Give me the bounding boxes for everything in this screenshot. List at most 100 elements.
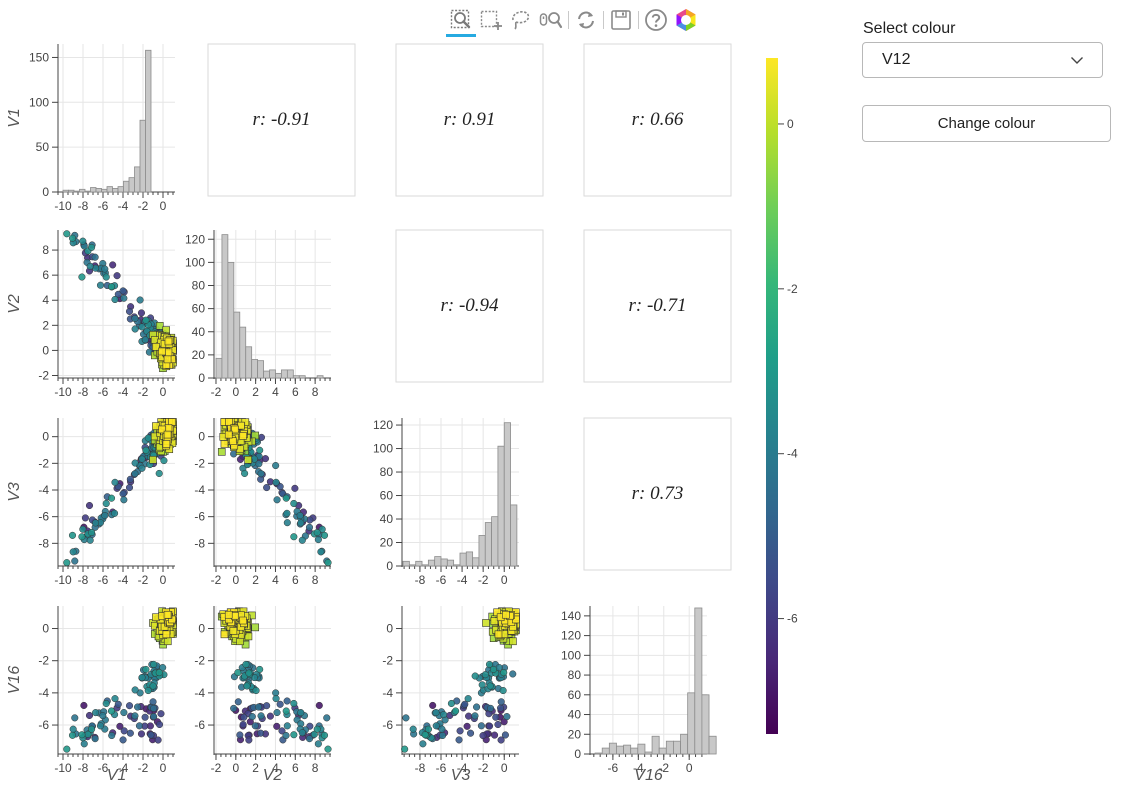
x-tick-label: -6 — [98, 385, 109, 399]
x-axis-label: V16 — [634, 767, 663, 784]
scatter-point — [101, 511, 109, 520]
correlation-label: r: 0.73 — [632, 483, 684, 504]
y-tick-label: 6 — [42, 268, 49, 282]
y-tick-label: 0 — [198, 430, 205, 444]
colour-select[interactable]: V12 — [862, 42, 1103, 78]
scatter-point — [471, 672, 479, 680]
save-tool[interactable] — [606, 3, 636, 37]
scatter-point — [486, 682, 494, 690]
x-axis-label: V3 — [451, 767, 471, 784]
scatter-point — [290, 731, 298, 739]
scatter-point — [239, 616, 247, 625]
scatter-point — [147, 731, 155, 739]
x-tick-label: -6 — [98, 573, 109, 587]
y-tick-label: 0 — [42, 343, 49, 357]
histogram-bar — [427, 559, 436, 567]
y-tick-label: -2 — [38, 456, 49, 470]
y-tick-label: 120 — [185, 232, 205, 246]
histogram-bar — [233, 311, 241, 379]
scatter-point — [164, 424, 173, 432]
x-tick-label: -6 — [608, 761, 619, 775]
histogram-bar — [263, 370, 270, 379]
scatter-point — [500, 669, 508, 677]
x-tick-label: -6 — [436, 761, 447, 775]
scatter-point — [409, 725, 417, 733]
scatter-point — [273, 708, 281, 717]
reset-tool[interactable] — [571, 3, 601, 37]
help-tool[interactable] — [641, 3, 671, 37]
change-colour-button[interactable]: Change colour — [862, 105, 1111, 142]
scatter-point — [318, 525, 326, 533]
lasso-select-tool[interactable] — [506, 3, 536, 37]
scatter-point — [150, 713, 158, 721]
bokeh-logo[interactable] — [671, 3, 701, 37]
histogram-bar — [637, 743, 646, 755]
scatter-point — [497, 698, 505, 706]
x-tick-label: -2 — [658, 761, 669, 775]
scatter-point — [107, 283, 116, 291]
histogram-bar — [101, 188, 108, 193]
histogram-bar — [491, 516, 499, 567]
scatter-point — [461, 700, 469, 708]
scatter-point — [297, 519, 305, 527]
plot-toolbar — [446, 2, 701, 38]
scatter-point — [244, 632, 253, 641]
y-tick-label: 100 — [561, 648, 581, 662]
histogram-bar — [608, 742, 617, 755]
y-tick-label: 20 — [192, 348, 206, 362]
scatter-point — [224, 610, 233, 619]
scatter-point — [489, 665, 498, 673]
x-tick-label: -8 — [415, 761, 426, 775]
y-tick-label: 100 — [185, 255, 205, 269]
y-tick-label: 4 — [42, 293, 49, 307]
scatter-point — [283, 519, 291, 527]
x-tick-label: 8 — [312, 761, 319, 775]
histogram-bar — [673, 740, 681, 755]
scatter-point — [402, 714, 410, 722]
scatter-point — [283, 722, 291, 730]
scatter-point — [137, 309, 146, 317]
box-zoom-tool[interactable] — [446, 3, 476, 37]
y-tick-label: 40 — [192, 325, 206, 339]
x-tick-label: 0 — [501, 573, 508, 587]
y-tick-label: 0 — [42, 185, 49, 199]
y-tick-label: 80 — [380, 465, 394, 479]
y-tick-label: -2 — [382, 654, 393, 668]
scatter-point — [63, 745, 71, 753]
scatter-point — [120, 496, 128, 504]
scatter-point — [272, 695, 280, 703]
scatter-point — [120, 708, 128, 717]
scatter-point — [494, 720, 502, 729]
scatter-point — [86, 536, 94, 544]
scatter-point — [162, 630, 171, 639]
y-tick-label: 60 — [568, 688, 582, 702]
x-tick-label: -4 — [118, 573, 129, 587]
histogram-bar — [472, 557, 480, 567]
scatter-point — [154, 736, 162, 744]
scatter-point — [71, 557, 79, 565]
scatter-point — [492, 713, 500, 721]
scatter-point — [251, 722, 259, 730]
scatter-point — [479, 732, 487, 740]
box-select-tool[interactable] — [476, 3, 506, 37]
scatter-point — [263, 702, 271, 710]
scatter-point — [224, 430, 233, 439]
scatter-point — [164, 348, 173, 357]
x-tick-label: 4 — [272, 761, 279, 775]
x-tick-label: -10 — [54, 199, 72, 213]
scatter-point — [163, 430, 172, 439]
scatter-point — [125, 484, 134, 492]
x-tick-label: -10 — [54, 385, 72, 399]
correlation-panel — [207, 43, 356, 197]
scatter-point — [494, 630, 503, 639]
lasso-icon — [512, 11, 530, 30]
colorbar-tick-label: -6 — [787, 612, 798, 626]
x-tick-label: -8 — [78, 385, 89, 399]
x-tick-label: 0 — [160, 573, 167, 587]
scatter-point — [71, 714, 79, 722]
wheel-zoom-tool[interactable] — [536, 3, 566, 37]
x-tick-label: -8 — [78, 199, 89, 213]
wheel-zoom-icon — [539, 12, 563, 29]
scatter-point — [255, 703, 263, 711]
y-tick-label: 40 — [380, 512, 394, 526]
